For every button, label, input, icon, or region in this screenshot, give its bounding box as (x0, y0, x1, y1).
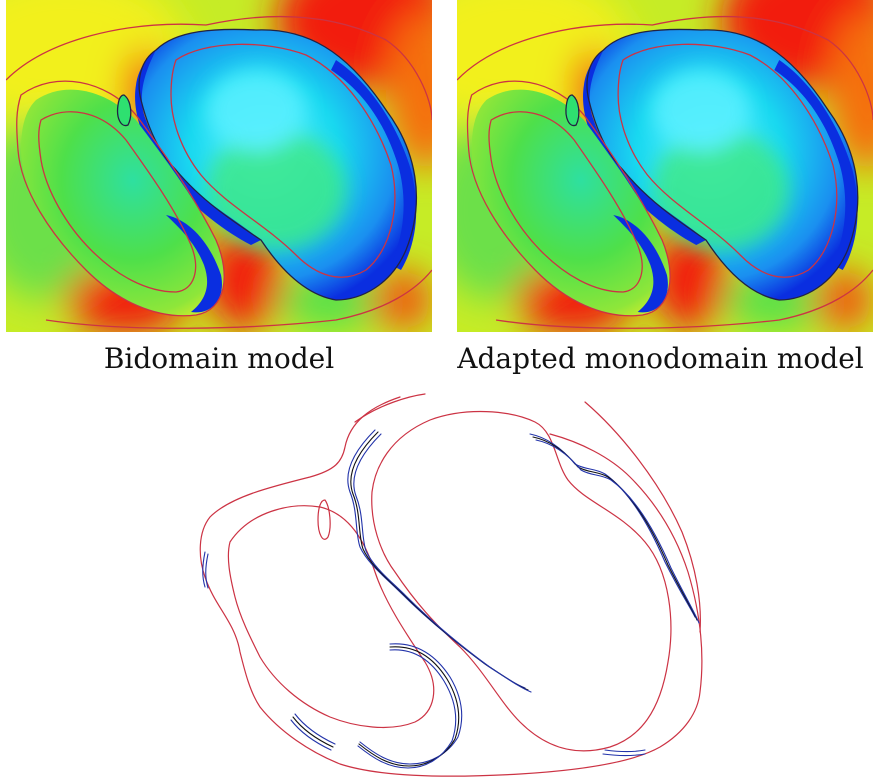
activation-front-upper (347, 429, 532, 693)
ventricle-left-shape (21, 89, 225, 316)
caption-bidomain: Bidomain model (103, 342, 335, 375)
activation-front-lower (357, 643, 463, 769)
caption-monodomain: Adapted monodomain model (457, 342, 864, 375)
outer-boundary-contour (199, 396, 703, 777)
top-arc-contour (354, 393, 426, 423)
monodomain-field-plot (457, 0, 873, 332)
left-ventricle-contour (227, 505, 435, 729)
inner-loop-contour (317, 499, 331, 540)
right-ventricle-contour (371, 410, 672, 752)
right-arc-contour (584, 401, 701, 633)
activation-front-right (529, 433, 700, 624)
contour-comparison-plot (190, 392, 730, 782)
monodomain-field-svg (457, 0, 873, 332)
activation-front-left (202, 551, 646, 757)
contour-comparison-svg (199, 393, 703, 777)
bidomain-field-svg (6, 0, 432, 332)
bidomain-field-plot (6, 0, 432, 332)
